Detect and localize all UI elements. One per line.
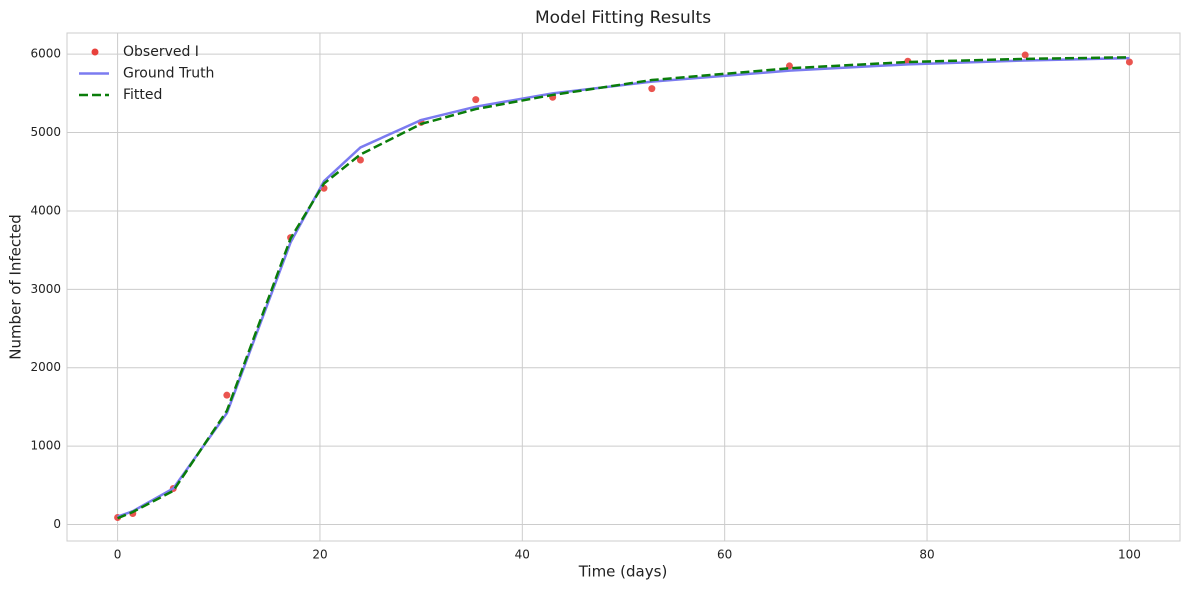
data-point (472, 96, 480, 104)
legend-label: Fitted (123, 87, 162, 103)
legend-label: Ground Truth (123, 66, 214, 82)
y-tick-label: 5000 (30, 125, 61, 139)
data-point (1125, 58, 1133, 66)
x-tick-label: 0 (114, 548, 122, 562)
x-axis-label: Time (days) (578, 563, 668, 581)
x-tick-label: 80 (919, 548, 934, 562)
x-tick-label: 60 (717, 548, 732, 562)
data-point (648, 85, 656, 93)
y-tick-label: 4000 (30, 203, 61, 217)
data-point (223, 391, 231, 399)
y-tick-label: 0 (53, 517, 61, 531)
y-tick-label: 2000 (30, 360, 61, 374)
y-tick-label: 3000 (30, 282, 61, 296)
legend-marker (91, 48, 99, 56)
x-tick-label: 100 (1118, 548, 1141, 562)
legend: Observed I Ground Truth Fitted (79, 44, 214, 103)
legend-label: Observed I (123, 44, 199, 60)
chart-title: Model Fitting Results (535, 8, 711, 28)
y-axis-label: Number of Infected (7, 214, 25, 360)
data-point (1021, 51, 1029, 59)
x-tick-label: 20 (312, 548, 327, 562)
x-tick-label: 40 (515, 548, 530, 562)
series-line (117, 56, 1130, 518)
plot-frame (66, 32, 1181, 542)
y-tick-label: 1000 (30, 439, 61, 453)
y-tick-label: 6000 (30, 47, 61, 61)
data-point (356, 156, 364, 164)
series-line (117, 56, 1130, 520)
